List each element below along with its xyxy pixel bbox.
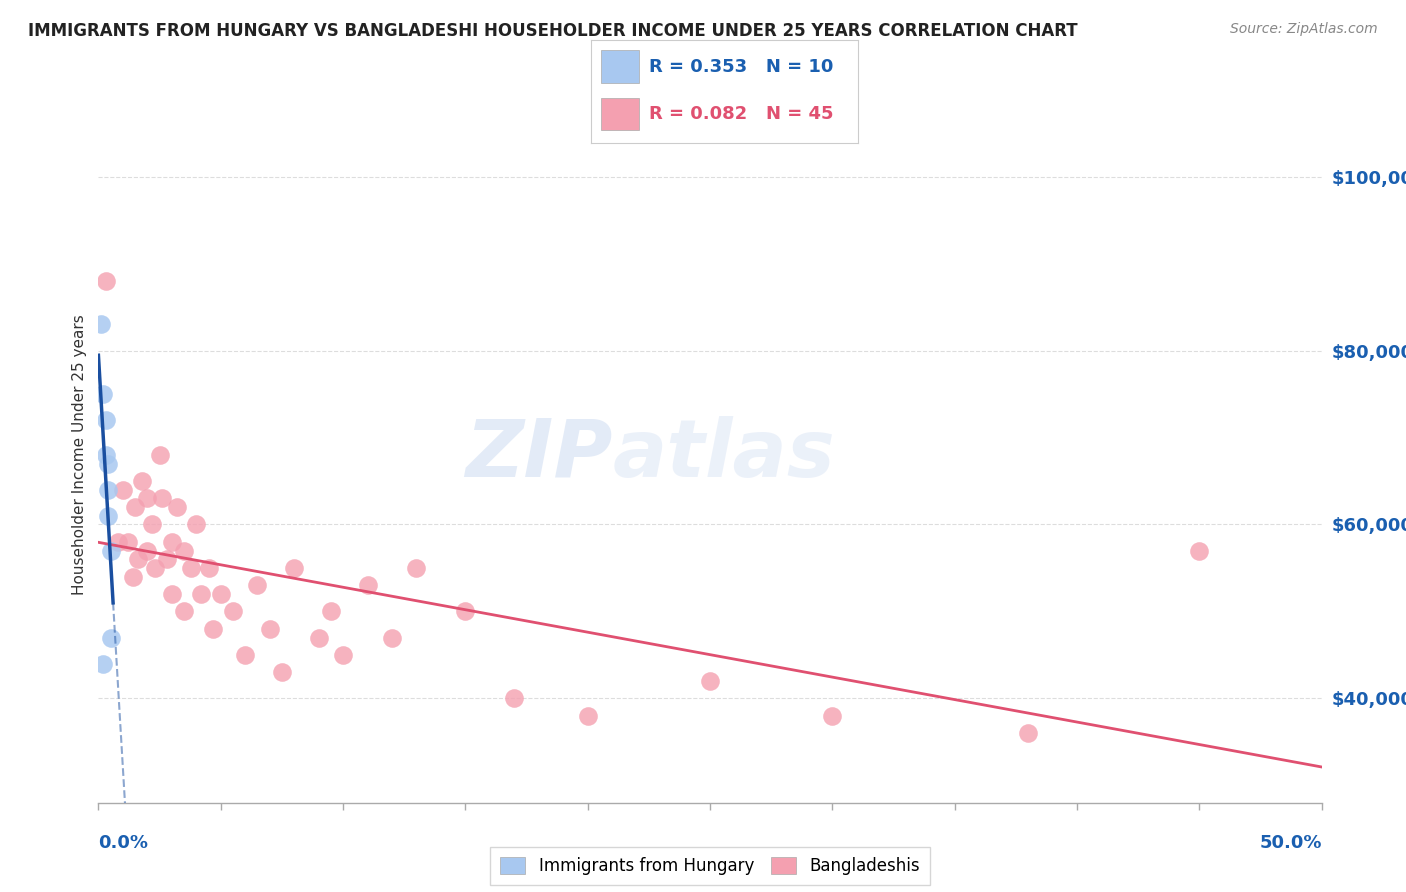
Point bbox=[97, 457, 120, 471]
Text: IMMIGRANTS FROM HUNGARY VS BANGLADESHI HOUSEHOLDER INCOME UNDER 25 YEARS CORRELA: IMMIGRANTS FROM HUNGARY VS BANGLADESHI H… bbox=[28, 22, 1078, 40]
Point bbox=[91, 657, 114, 671]
Point bbox=[166, 500, 188, 515]
Point bbox=[209, 587, 232, 601]
Point bbox=[94, 274, 117, 288]
Point bbox=[270, 665, 294, 680]
Point bbox=[150, 491, 173, 506]
Legend: Immigrants from Hungary, Bangladeshis: Immigrants from Hungary, Bangladeshis bbox=[491, 847, 929, 885]
Point bbox=[308, 631, 330, 645]
Point bbox=[319, 605, 342, 619]
Point bbox=[173, 543, 195, 558]
Text: atlas: atlas bbox=[612, 416, 835, 494]
Point bbox=[100, 543, 122, 558]
Point bbox=[94, 448, 117, 462]
Point bbox=[156, 552, 179, 566]
Point bbox=[246, 578, 269, 592]
Text: R = 0.353   N = 10: R = 0.353 N = 10 bbox=[650, 58, 834, 76]
Point bbox=[405, 561, 427, 575]
Point bbox=[136, 543, 159, 558]
Point bbox=[94, 413, 117, 427]
Point bbox=[180, 561, 202, 575]
Point bbox=[1017, 726, 1039, 740]
Bar bbox=[602, 50, 638, 83]
Point bbox=[332, 648, 354, 662]
Point bbox=[1188, 543, 1211, 558]
Text: Source: ZipAtlas.com: Source: ZipAtlas.com bbox=[1230, 22, 1378, 37]
Point bbox=[197, 561, 219, 575]
Point bbox=[97, 483, 120, 497]
Point bbox=[222, 605, 245, 619]
Bar bbox=[602, 97, 638, 130]
Point bbox=[131, 474, 153, 488]
Text: 50.0%: 50.0% bbox=[1260, 834, 1322, 852]
Point bbox=[160, 535, 183, 549]
Point bbox=[111, 483, 134, 497]
Point bbox=[127, 552, 149, 566]
Text: ZIP: ZIP bbox=[465, 416, 612, 494]
Point bbox=[117, 535, 139, 549]
Point bbox=[356, 578, 378, 592]
Point bbox=[143, 561, 166, 575]
Point bbox=[124, 500, 146, 515]
Point bbox=[173, 605, 195, 619]
Point bbox=[821, 708, 844, 723]
Point bbox=[136, 491, 159, 506]
Point bbox=[283, 561, 305, 575]
Point bbox=[186, 517, 208, 532]
Point bbox=[190, 587, 212, 601]
Point bbox=[699, 674, 721, 689]
Point bbox=[503, 691, 526, 706]
Text: 0.0%: 0.0% bbox=[98, 834, 149, 852]
Point bbox=[202, 622, 225, 636]
Point bbox=[576, 708, 599, 723]
Y-axis label: Householder Income Under 25 years: Householder Income Under 25 years bbox=[72, 315, 87, 595]
Point bbox=[149, 448, 172, 462]
Point bbox=[233, 648, 256, 662]
Text: R = 0.082   N = 45: R = 0.082 N = 45 bbox=[650, 105, 834, 123]
Point bbox=[160, 587, 183, 601]
Point bbox=[381, 631, 404, 645]
Point bbox=[91, 387, 114, 401]
Point bbox=[107, 535, 129, 549]
Point bbox=[100, 631, 122, 645]
Point bbox=[121, 570, 143, 584]
Point bbox=[97, 508, 120, 523]
Point bbox=[141, 517, 163, 532]
Point bbox=[259, 622, 281, 636]
Point bbox=[454, 605, 477, 619]
Point bbox=[90, 318, 112, 332]
